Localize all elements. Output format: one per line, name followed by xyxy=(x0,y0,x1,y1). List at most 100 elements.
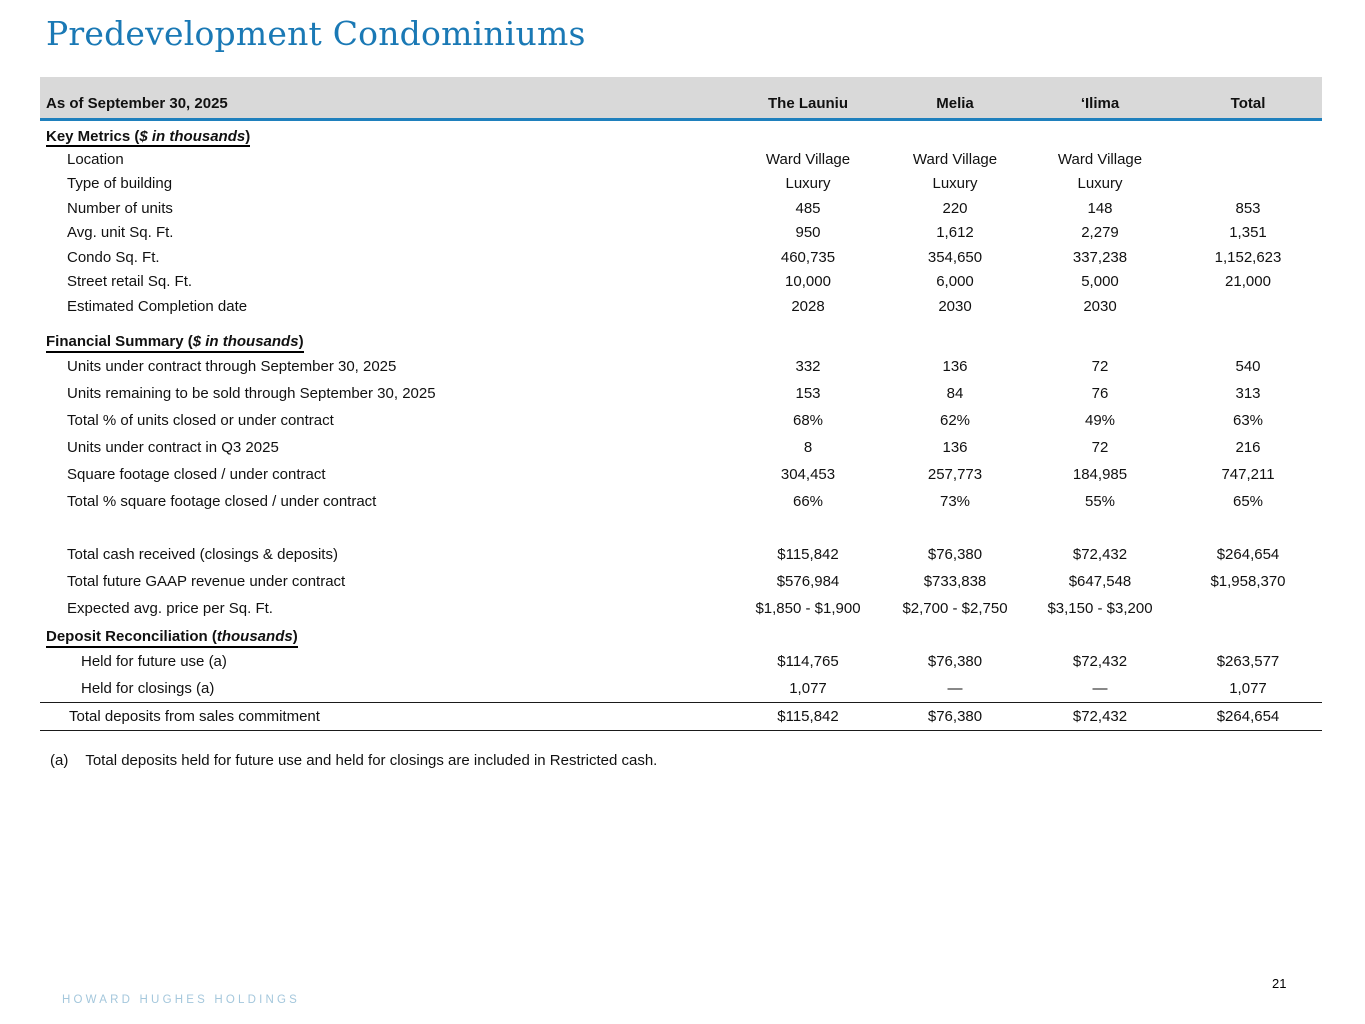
header-accent-rule xyxy=(40,118,1322,121)
cell-value: 2,279 xyxy=(1081,224,1119,242)
cell-value: 485 xyxy=(795,199,821,217)
table-row-estimated-completion: Estimated Completion date 2028 2030 2030 xyxy=(40,294,1322,319)
footnote-marker: (a) xyxy=(50,752,69,769)
cell-value: — xyxy=(947,679,963,697)
cell-value: 216 xyxy=(1235,438,1261,456)
cell-value: Luxury xyxy=(932,175,978,193)
section-header-financial-summary: Financial Summary ($ in thousands) xyxy=(40,326,1322,353)
row-label: Location xyxy=(67,150,124,168)
cell-value: Luxury xyxy=(785,175,831,193)
row-label: Total % of units closed or under contrac… xyxy=(67,411,334,429)
row-label: Held for future use (a) xyxy=(81,652,227,670)
row-label: Units under contract in Q3 2025 xyxy=(67,438,279,456)
cell-value: $264,654 xyxy=(1216,545,1280,563)
page-title: Predevelopment Condominiums xyxy=(46,14,586,53)
as-of-date-label: As of September 30, 2025 xyxy=(46,95,228,112)
cell-value: 2030 xyxy=(938,297,972,315)
row-label: Units remaining to be sold through Septe… xyxy=(67,384,436,402)
table-header-row: As of September 30, 2025 The Launiu Meli… xyxy=(40,77,1322,118)
cell-value: $1,850 - $1,900 xyxy=(755,599,861,617)
row-label: Estimated Completion date xyxy=(67,297,248,315)
cell-value: 747,211 xyxy=(1221,465,1275,483)
cell-value: 313 xyxy=(1235,384,1261,402)
cell-value: 66% xyxy=(792,492,824,510)
cell-value: $576,984 xyxy=(776,572,840,590)
cell-value: 72 xyxy=(1091,357,1109,375)
column-header-melia: Melia xyxy=(936,95,974,112)
cell-value: $2,700 - $2,750 xyxy=(902,599,1008,617)
column-header-ilima: ‘Ilima xyxy=(1080,95,1120,112)
section-header-deposit-reconciliation: Deposit Reconciliation (thousands) xyxy=(40,622,1322,648)
cell-value: 72 xyxy=(1091,438,1109,456)
cell-value: Ward Village xyxy=(1057,150,1143,168)
cell-value: 2030 xyxy=(1083,297,1117,315)
cell-value: 55% xyxy=(1084,492,1116,510)
cell-value: 153 xyxy=(795,384,821,402)
cell-value: $115,842 xyxy=(777,545,839,563)
row-label: Total future GAAP revenue under contract xyxy=(67,572,346,590)
table-row-units-q3: Units under contract in Q3 2025 8 136 72… xyxy=(40,434,1322,461)
cell-value: $76,380 xyxy=(927,652,983,670)
cell-value: 460,735 xyxy=(780,248,836,266)
page-number: 21 xyxy=(1272,976,1287,991)
cell-value: 62% xyxy=(939,411,971,429)
row-label: Condo Sq. Ft. xyxy=(67,248,160,266)
row-label: Street retail Sq. Ft. xyxy=(67,273,193,291)
row-label: Type of building xyxy=(67,175,173,193)
section-title: Deposit Reconciliation (thousands) xyxy=(46,628,298,648)
cell-value: 63% xyxy=(1232,411,1264,429)
footnote: (a) Total deposits held for future use a… xyxy=(50,752,657,769)
cell-value: 73% xyxy=(939,492,971,510)
cell-value: $72,432 xyxy=(1072,652,1128,670)
table-row-street-retail-sqft: Street retail Sq. Ft. 10,000 6,000 5,000… xyxy=(40,270,1322,295)
table-row-pct-units-closed: Total % of units closed or under contrac… xyxy=(40,407,1322,434)
table-row-held-future-use: Held for future use (a) $114,765 $76,380… xyxy=(40,648,1322,675)
cell-value: 184,985 xyxy=(1072,465,1128,483)
cell-value: 337,238 xyxy=(1072,248,1128,266)
cell-value: 332 xyxy=(795,357,821,375)
cell-value: $76,380 xyxy=(927,545,983,563)
table-row-condo-sqft: Condo Sq. Ft. 460,735 354,650 337,238 1,… xyxy=(40,245,1322,270)
row-label: Square footage closed / under contract xyxy=(67,465,326,483)
table-row-units-remaining: Units remaining to be sold through Septe… xyxy=(40,380,1322,407)
table-row-number-of-units: Number of units 485 220 148 853 xyxy=(40,196,1322,221)
cell-value: $1,958,370 xyxy=(1210,572,1286,590)
table-row-sqft-closed: Square footage closed / under contract 3… xyxy=(40,461,1322,488)
cell-value: 65% xyxy=(1232,492,1264,510)
cell-value: 136 xyxy=(942,357,968,375)
row-label: Total deposits from sales commitment xyxy=(69,707,320,725)
condominiums-table: As of September 30, 2025 The Launiu Meli… xyxy=(40,77,1322,731)
cell-value: $72,432 xyxy=(1072,545,1128,563)
cell-value: — xyxy=(1092,679,1108,697)
row-label: Held for closings (a) xyxy=(81,679,215,697)
section-title: Financial Summary ($ in thousands) xyxy=(46,333,304,353)
cell-value: 950 xyxy=(795,224,821,242)
cell-value: 540 xyxy=(1235,357,1261,375)
cell-value: 5,000 xyxy=(1081,273,1119,291)
table-row-future-gaap-revenue: Total future GAAP revenue under contract… xyxy=(40,568,1322,595)
cell-value: Luxury xyxy=(1077,175,1123,193)
table-row-location: Location Ward Village Ward Village Ward … xyxy=(40,147,1322,172)
cell-value: 8 xyxy=(803,438,813,456)
cell-value: 354,650 xyxy=(927,248,983,266)
cell-value: $647,548 xyxy=(1068,572,1132,590)
cell-value: 148 xyxy=(1087,199,1113,217)
cell-value: Ward Village xyxy=(765,150,851,168)
table-blank-row xyxy=(40,515,1322,541)
table-row-building-type: Type of building Luxury Luxury Luxury xyxy=(40,172,1322,197)
cell-value: $733,838 xyxy=(923,572,987,590)
cell-value: 136 xyxy=(942,438,968,456)
table-row-held-for-closings: Held for closings (a) 1,077 — — 1,077 xyxy=(40,675,1322,702)
cell-value: 1,612 xyxy=(936,224,974,242)
cell-value: $76,380 xyxy=(927,707,983,725)
cell-value: 1,077 xyxy=(1229,679,1267,697)
cell-value: 853 xyxy=(1235,199,1261,217)
row-label: Expected avg. price per Sq. Ft. xyxy=(67,599,273,617)
cell-value: 21,000 xyxy=(1225,273,1271,291)
cell-value: 68% xyxy=(792,411,824,429)
table-row-expected-avg-price: Expected avg. price per Sq. Ft. $1,850 -… xyxy=(40,595,1322,622)
cell-value: Ward Village xyxy=(912,150,998,168)
column-header-total: Total xyxy=(1230,95,1266,112)
cell-value: 76 xyxy=(1091,384,1109,402)
